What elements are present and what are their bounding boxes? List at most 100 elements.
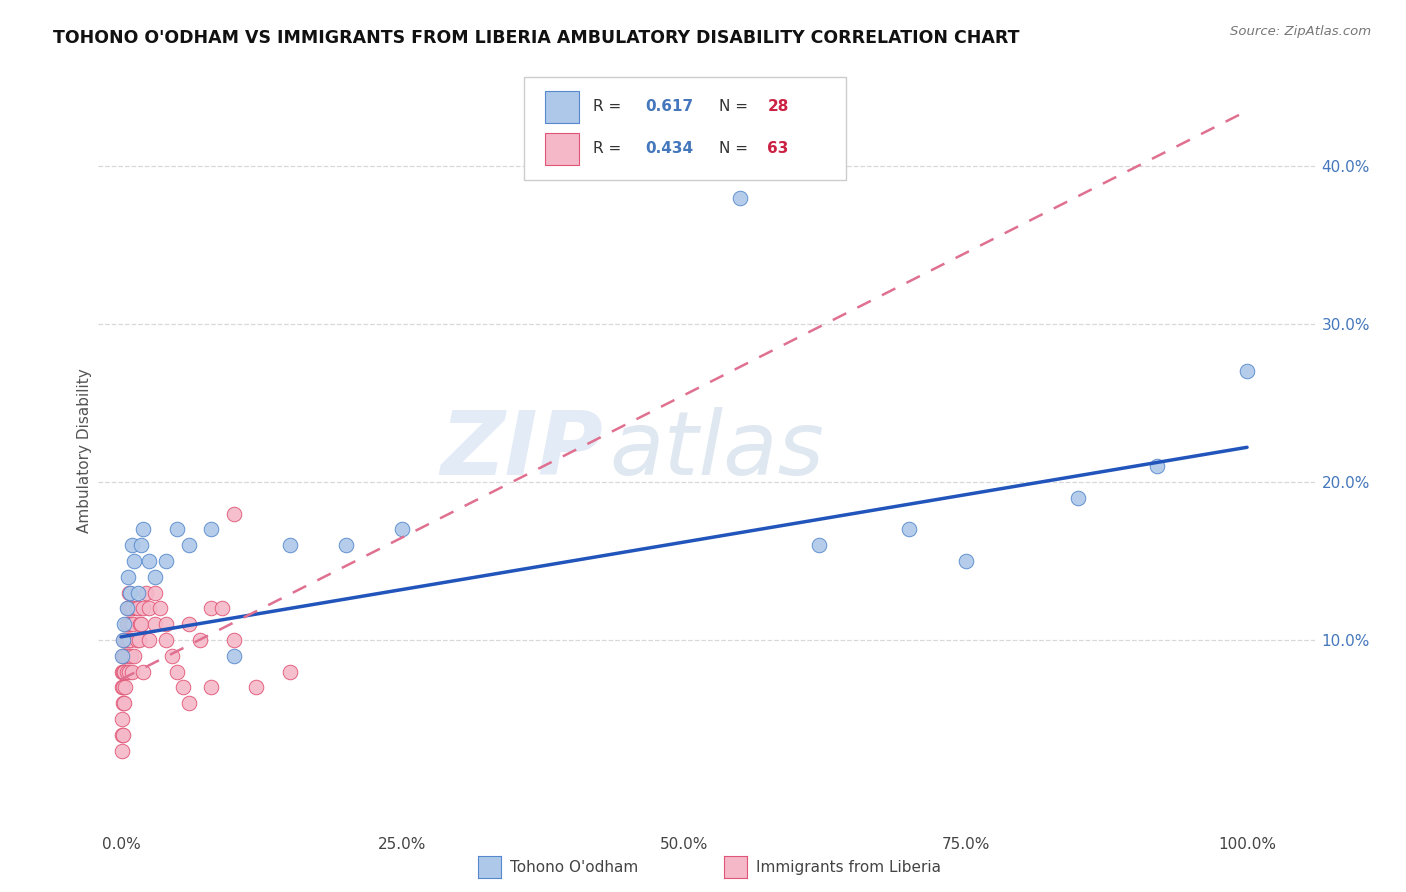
Point [112, 728, 135, 742]
Point [245, 681, 267, 695]
Point [1236, 364, 1258, 378]
Point [112, 633, 135, 648]
Point [278, 538, 301, 552]
Point [155, 554, 177, 568]
FancyBboxPatch shape [524, 78, 846, 180]
Point [115, 633, 138, 648]
Point [125, 633, 148, 648]
Point [118, 585, 141, 599]
Point [112, 648, 135, 663]
Point [111, 728, 134, 742]
Point [129, 617, 152, 632]
Point [1067, 491, 1090, 505]
Point [138, 601, 160, 615]
Point [121, 538, 143, 552]
Point [143, 570, 166, 584]
Point [112, 696, 135, 710]
Point [121, 665, 143, 679]
Point [111, 743, 134, 757]
Text: 0.617: 0.617 [645, 100, 693, 114]
Point [115, 617, 138, 632]
Point [177, 538, 200, 552]
Point [177, 617, 200, 632]
Text: TOHONO O'ODHAM VS IMMIGRANTS FROM LIBERIA AMBULATORY DISABILITY CORRELATION CHAR: TOHONO O'ODHAM VS IMMIGRANTS FROM LIBERI… [53, 29, 1019, 46]
Text: 63: 63 [768, 141, 789, 156]
Point [111, 648, 134, 663]
Point [200, 523, 222, 537]
Bar [544, 91, 579, 123]
Point [120, 617, 142, 632]
Point [118, 601, 141, 615]
Point [177, 696, 200, 710]
Point [132, 523, 155, 537]
Point [211, 601, 233, 615]
Point [222, 507, 245, 521]
Point [955, 554, 977, 568]
Point [200, 601, 222, 615]
Point [808, 538, 831, 552]
Point [122, 617, 145, 632]
Point [112, 696, 135, 710]
Point [124, 648, 146, 663]
Point [132, 601, 155, 615]
Point [118, 665, 141, 679]
Point [127, 601, 149, 615]
Bar [544, 133, 579, 165]
Point [155, 633, 177, 648]
Point [127, 585, 149, 599]
Text: Immigrants from Liberia: Immigrants from Liberia [756, 860, 942, 874]
Point [166, 665, 188, 679]
Point [124, 554, 146, 568]
Text: ZIP: ZIP [440, 407, 603, 494]
Point [172, 681, 194, 695]
Text: Tohono O'odham: Tohono O'odham [510, 860, 638, 874]
Point [149, 601, 172, 615]
Point [118, 633, 141, 648]
Point [118, 633, 141, 648]
Point [121, 601, 143, 615]
Point [391, 523, 413, 537]
Point [115, 665, 138, 679]
Point [115, 601, 138, 615]
Point [111, 665, 134, 679]
Point [112, 648, 135, 663]
Point [1146, 459, 1168, 474]
Text: N =: N = [718, 141, 752, 156]
Point [112, 665, 135, 679]
Point [143, 585, 166, 599]
Point [335, 538, 357, 552]
Point [166, 523, 188, 537]
Point [118, 585, 141, 599]
Text: R =: R = [593, 100, 627, 114]
Point [112, 617, 135, 632]
Text: N =: N = [718, 100, 752, 114]
Point [143, 617, 166, 632]
Point [117, 601, 139, 615]
Point [128, 633, 150, 648]
Point [222, 633, 245, 648]
Point [138, 633, 160, 648]
Text: 28: 28 [768, 100, 789, 114]
Point [129, 617, 152, 632]
Point [112, 665, 135, 679]
Point [112, 681, 135, 695]
Point [124, 601, 146, 615]
Text: atlas: atlas [609, 408, 824, 493]
Point [898, 523, 921, 537]
Text: Source: ZipAtlas.com: Source: ZipAtlas.com [1230, 25, 1371, 38]
Point [111, 681, 134, 695]
Y-axis label: Ambulatory Disability: Ambulatory Disability [77, 368, 91, 533]
Point [160, 648, 183, 663]
Point [132, 665, 155, 679]
Point [117, 648, 139, 663]
Point [138, 554, 160, 568]
Point [120, 648, 142, 663]
Text: R =: R = [593, 141, 627, 156]
Point [200, 681, 222, 695]
Point [135, 585, 157, 599]
Point [114, 648, 136, 663]
Point [117, 617, 139, 632]
Point [112, 633, 135, 648]
Point [117, 570, 139, 584]
Point [114, 681, 136, 695]
